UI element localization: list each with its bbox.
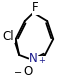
Text: F: F — [32, 1, 39, 14]
Text: −: − — [14, 68, 22, 78]
Text: +: + — [39, 56, 46, 65]
Text: O: O — [23, 65, 32, 78]
Text: Cl: Cl — [3, 30, 14, 43]
Text: N: N — [29, 52, 38, 65]
